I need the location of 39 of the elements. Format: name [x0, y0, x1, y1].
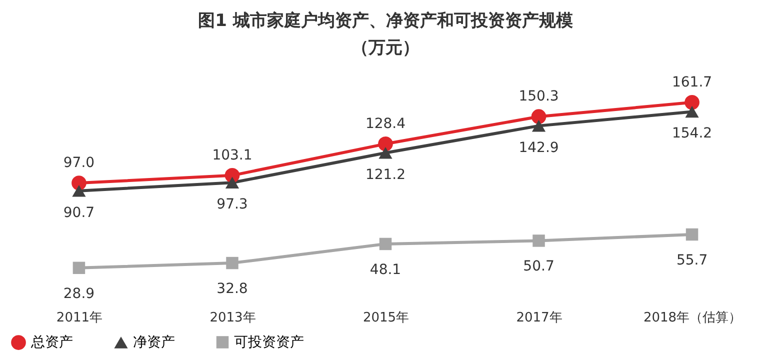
chart-subtitle: （万元）	[352, 38, 420, 58]
legend-label: 总资产	[30, 334, 73, 351]
data-label: 103.1	[212, 147, 252, 164]
point	[379, 238, 392, 250]
data-label: 97.3	[216, 196, 248, 213]
data-label: 154.2	[672, 126, 712, 142]
point	[378, 136, 393, 152]
point	[225, 176, 240, 189]
point	[72, 184, 86, 197]
data-label: 55.7	[676, 252, 708, 268]
x-tick-label: 2011年	[56, 310, 103, 326]
point	[378, 146, 392, 159]
legend-label: 净资产	[133, 334, 175, 350]
data-label: 32.8	[216, 281, 248, 298]
x-tick-label: 2013年	[210, 310, 256, 326]
point	[226, 256, 238, 270]
legend-label: 可投资资产	[234, 334, 304, 350]
data-label: 121.2	[365, 166, 406, 183]
x-tick-label: 2017年	[516, 310, 562, 326]
point	[531, 109, 546, 124]
point	[532, 234, 545, 247]
data-label: 150.3	[518, 88, 559, 105]
x-tick-label: 2015年	[362, 310, 410, 326]
point	[684, 94, 700, 110]
x-tick-label: 2018年（估算）	[643, 310, 742, 326]
point	[686, 228, 698, 241]
chart-title: 图1 城市家庭户均资产、净资产和可投资资产规模	[198, 11, 573, 31]
data-label: 48.1	[370, 262, 402, 278]
point	[532, 120, 546, 132]
data-label: 161.7	[672, 74, 712, 90]
data-label: 142.9	[518, 140, 559, 156]
point	[72, 262, 86, 274]
point	[685, 106, 699, 118]
data-label: 50.7	[523, 258, 554, 275]
data-label: 28.9	[63, 286, 95, 302]
point	[72, 176, 86, 190]
data-label: 128.4	[365, 116, 406, 132]
data-label: 90.7	[63, 204, 95, 221]
data-label: 97.0	[63, 155, 95, 172]
